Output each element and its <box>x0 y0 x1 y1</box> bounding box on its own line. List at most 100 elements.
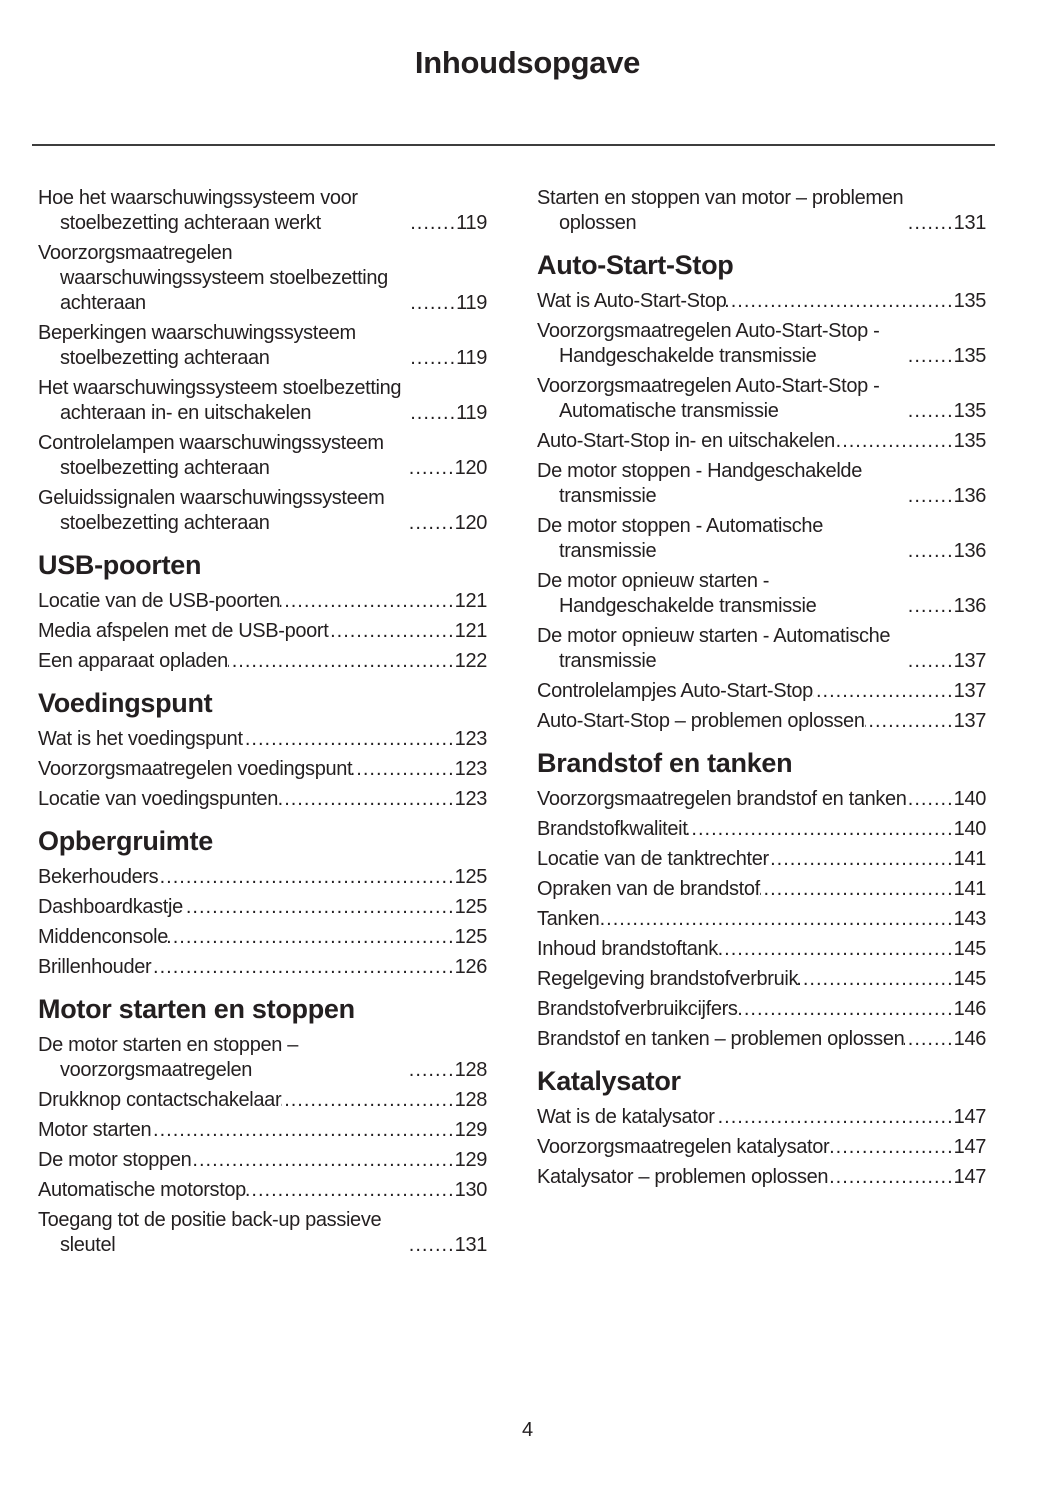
toc-entry-label: Voorzorgsmaatregelen voedingspunt <box>38 758 353 780</box>
toc-entry: Tanken 143 <box>537 907 986 932</box>
toc-dot-leader <box>411 401 456 426</box>
toc-entry-label: De motor stoppen <box>38 1149 192 1171</box>
toc-entry-page-number: 135 <box>953 430 987 452</box>
toc-entry-label: De motor starten en stoppen – voorzorgsm… <box>38 1034 299 1081</box>
toc-dot-leader <box>411 346 456 371</box>
toc-dot-leader <box>715 1105 954 1130</box>
toc-entry-page-number: 120 <box>454 457 488 479</box>
toc-dot-leader <box>411 211 456 236</box>
toc-entry-page-number: 141 <box>953 848 987 870</box>
toc-entry: Dashboardkastje 125 <box>38 895 487 920</box>
toc-dot-leader <box>410 1233 455 1258</box>
toc-dot-leader <box>904 1027 953 1052</box>
toc-entry-label: Bekerhouders <box>38 866 159 888</box>
toc-entry: Controlelampen waarschuwingssysteem stoe… <box>38 431 487 481</box>
toc-dot-leader <box>191 1148 454 1173</box>
toc-dot-leader <box>158 865 454 890</box>
toc-entry-page-number: 143 <box>953 908 987 930</box>
toc-entry-label: Automatische motorstop <box>38 1179 246 1201</box>
toc-section: OpbergruimteBekerhouders125Dashboardkast… <box>38 826 487 980</box>
toc-entry: Locatie van de USB-poorten 121 <box>38 589 487 614</box>
toc-entry-label: Brandstof en tanken – problemen oplossen <box>537 1028 905 1050</box>
toc-entry: Wat is de katalysator 147 <box>537 1105 986 1130</box>
toc-entry: Drukknop contactschakelaar 128 <box>38 1088 487 1113</box>
toc-entry-page-number: 136 <box>953 595 987 617</box>
toc-entry: Wat is Auto-Start-Stop 135 <box>537 289 986 314</box>
toc-entry-label: Wat is de katalysator <box>537 1106 715 1128</box>
toc-entry-page-number: 131 <box>454 1234 488 1256</box>
toc-dot-leader <box>909 399 954 424</box>
toc-entry-page-number: 122 <box>454 650 488 672</box>
toc-entry: Auto-Start-Stop in- en uitschakelen 135 <box>537 429 986 454</box>
toc-entry-label: Opraken van de brandstof <box>537 878 760 900</box>
toc-dot-leader <box>687 817 953 842</box>
toc-dot-leader <box>280 589 455 614</box>
toc-entry-page-number: 146 <box>953 998 987 1020</box>
toc-dot-leader <box>183 895 455 920</box>
toc-entry-page-number: 137 <box>953 680 987 702</box>
toc-entry-label: Tanken <box>537 908 600 930</box>
toc-entry: Katalysator – problemen oplossen 147 <box>537 1165 986 1190</box>
toc-entry-page-number: 123 <box>454 728 488 750</box>
toc-entry: Voorzorgsmaatregelen Auto-Start-Stop - H… <box>537 319 986 369</box>
toc-dot-leader <box>410 1058 455 1083</box>
toc-dot-leader <box>909 211 954 236</box>
toc-entry-label: Drukknop contactschakelaar <box>38 1089 282 1111</box>
toc-entry: De motor stoppen - Automatische transmis… <box>537 514 986 564</box>
toc-entry: Voorzorgsmaatregelen katalysator 147 <box>537 1135 986 1160</box>
toc-entry-label: Controlelampen waarschuwingssysteem stoe… <box>38 432 384 479</box>
toc-entry: Inhoud brandstoftank 145 <box>537 937 986 962</box>
toc-entry-page-number: 125 <box>454 866 488 888</box>
toc-entry: De motor stoppen - Handgeschakelde trans… <box>537 459 986 509</box>
toc-section: Hoe het waarschuwingssysteem voor stoelb… <box>38 186 487 536</box>
toc-dot-leader <box>760 877 954 902</box>
toc-dot-leader <box>410 456 455 481</box>
toc-dot-leader <box>228 649 455 674</box>
toc-entry: Opraken van de brandstof 141 <box>537 877 986 902</box>
toc-entry-page-number: 140 <box>953 788 987 810</box>
toc-entry-label: Voorzorgsmaatregelen Auto-Start-Stop - A… <box>537 375 880 422</box>
title-divider <box>32 144 995 146</box>
toc-dot-leader <box>246 1178 455 1203</box>
toc-entry-page-number: 119 <box>456 347 487 369</box>
toc-entry: Voorzorgsmaatregelen brandstof en tanken… <box>537 787 986 812</box>
toc-section: Starten en stoppen van motor – problemen… <box>537 186 986 236</box>
toc-entry-page-number: 137 <box>953 650 987 672</box>
toc-entry: Beperkingen waarschuwingssysteem stoelbe… <box>38 321 487 371</box>
toc-entry: Bekerhouders 125 <box>38 865 487 890</box>
toc-section-heading: USB-poorten <box>38 550 202 580</box>
toc-entry: Starten en stoppen van motor – problemen… <box>537 186 986 236</box>
toc-entry-label: Voorzorgsmaatregelen brandstof en tanken <box>537 788 907 810</box>
toc-entry: Brandstofkwaliteit 140 <box>537 817 986 842</box>
toc-entry-label: De motor stoppen - Automatische transmis… <box>537 515 823 562</box>
toc-entry: Voorzorgsmaatregelen Auto-Start-Stop - A… <box>537 374 986 424</box>
toc-entry-page-number: 128 <box>454 1089 488 1111</box>
toc-entry-page-number: 125 <box>454 926 488 948</box>
toc-entry-page-number: 126 <box>454 956 488 978</box>
toc-section-heading: Voedingspunt <box>38 688 213 718</box>
toc-entry-label: Auto-Start-Stop in- en uitschakelen <box>537 430 835 452</box>
toc-entry-page-number: 121 <box>454 590 488 612</box>
toc-entry-page-number: 135 <box>953 400 987 422</box>
toc-entry-label: De motor opnieuw starten - Handgeschakel… <box>537 570 817 617</box>
toc-entry-label: Dashboardkastje <box>38 896 183 918</box>
toc-column-right: Starten en stoppen van motor – problemen… <box>537 186 986 1263</box>
toc-dot-leader <box>829 1135 953 1160</box>
toc-dot-leader <box>769 847 954 872</box>
toc-entry-page-number: 135 <box>953 290 987 312</box>
toc-entry: Een apparaat opladen 122 <box>38 649 487 674</box>
toc-entry: De motor opnieuw starten - Handgeschakel… <box>537 569 986 619</box>
toc-entry: De motor opnieuw starten - Automatische … <box>537 624 986 674</box>
toc-entry-label: Voorzorgsmaatregelen katalysator <box>537 1136 830 1158</box>
toc-entry-page-number: 130 <box>454 1179 488 1201</box>
toc-entry-label: Een apparaat opladen <box>38 650 228 672</box>
toc-entry-label: Locatie van de tanktrechter <box>537 848 769 870</box>
toc-entry-page-number: 145 <box>953 938 987 960</box>
toc-section-heading: Katalysator <box>537 1066 681 1096</box>
toc-section-heading: Brandstof en tanken <box>537 748 793 778</box>
toc-section: USB-poorten Locatie van de USB-poorten 121… <box>38 550 487 674</box>
toc-entry-label: Locatie van voedingspunten <box>38 788 278 810</box>
toc-entry-page-number: 147 <box>953 1166 987 1188</box>
toc-dot-leader <box>352 757 454 782</box>
